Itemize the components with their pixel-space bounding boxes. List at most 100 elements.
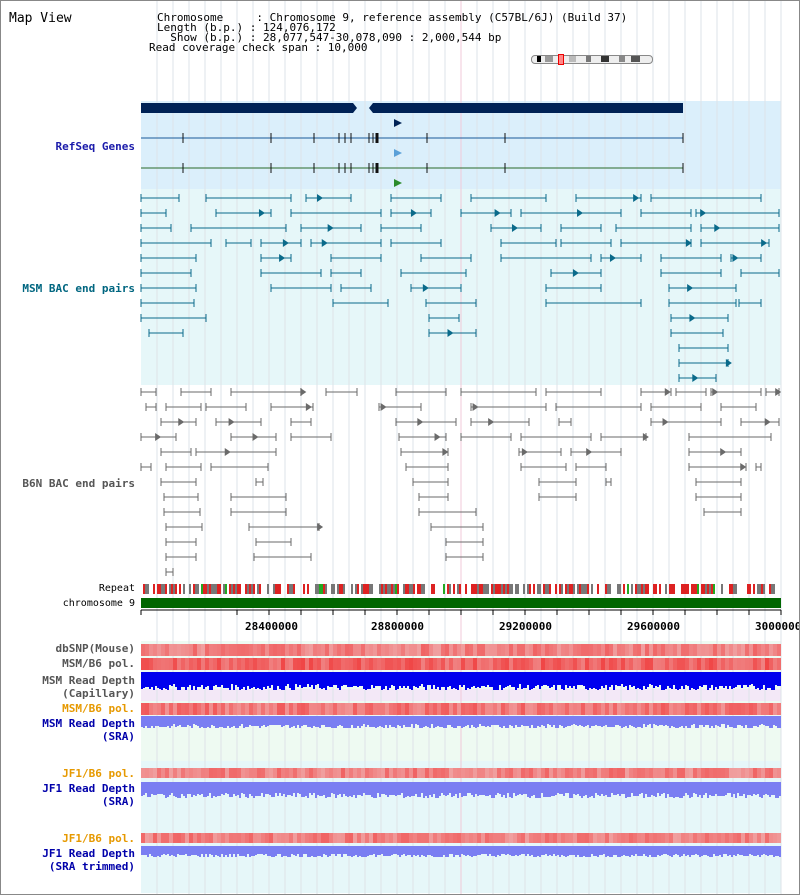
read-depth-bar bbox=[671, 846, 673, 857]
read-depth-bar bbox=[775, 716, 777, 726]
polymorphism-cell bbox=[697, 768, 701, 778]
track-label-jf1-b6-pol[interactable]: JF1/B6 pol. bbox=[62, 767, 135, 780]
read-depth-bar bbox=[743, 716, 745, 728]
read-depth-bar bbox=[617, 716, 619, 725]
ideogram-band bbox=[537, 56, 541, 62]
read-depth-bar bbox=[609, 846, 611, 857]
read-depth-bar bbox=[669, 716, 671, 728]
polymorphism-cell bbox=[597, 768, 601, 778]
read-depth-bar bbox=[715, 672, 717, 687]
track-label-b6n-bac[interactable]: B6N BAC end pairs bbox=[22, 477, 135, 490]
track-label-msm-bac[interactable]: MSM BAC end pairs bbox=[22, 282, 135, 295]
read-depth-bar bbox=[199, 716, 201, 728]
read-depth-bar bbox=[713, 672, 715, 690]
read-depth-bar bbox=[169, 716, 171, 728]
polymorphism-cell bbox=[221, 644, 225, 656]
polymorphism-cell bbox=[773, 658, 777, 670]
track-label-repeat[interactable]: Repeat bbox=[98, 583, 135, 594]
polymorphism-cell bbox=[649, 833, 653, 843]
polymorphism-cell bbox=[757, 703, 761, 715]
read-depth-bar bbox=[491, 716, 493, 725]
read-depth-bar bbox=[363, 846, 365, 857]
read-depth-bar bbox=[489, 782, 491, 795]
read-depth-bar bbox=[275, 716, 277, 725]
polymorphism-cell bbox=[497, 658, 501, 670]
read-depth-bar bbox=[169, 782, 171, 795]
repeat-element bbox=[747, 584, 749, 594]
read-depth-bar bbox=[717, 846, 719, 856]
polymorphism-cell bbox=[201, 833, 205, 843]
read-depth-bar bbox=[527, 846, 529, 854]
polymorphism-cell bbox=[185, 833, 189, 843]
read-depth-bar bbox=[763, 716, 765, 725]
read-depth-bar bbox=[455, 846, 457, 855]
repeat-element bbox=[165, 584, 167, 594]
read-depth-bar bbox=[543, 716, 545, 726]
track-label-jf1-b6-pol-2[interactable]: JF1/B6 pol. bbox=[62, 832, 135, 845]
read-depth-bar bbox=[223, 846, 225, 857]
polymorphism-cell bbox=[317, 833, 321, 843]
read-depth-bar bbox=[555, 716, 557, 728]
track-label-jf1-depth-sra[interactable]: JF1 Read Depth bbox=[42, 782, 135, 795]
polymorphism-cell bbox=[153, 768, 157, 778]
polymorphism-cell bbox=[273, 768, 277, 778]
repeat-element bbox=[749, 584, 751, 594]
polymorphism-cell bbox=[605, 658, 609, 670]
read-depth-bar bbox=[695, 672, 697, 690]
track-label-msm-b6-pol-sra[interactable]: MSM/B6 pol. bbox=[62, 702, 135, 715]
repeat-element bbox=[505, 584, 507, 594]
polymorphism-cell bbox=[509, 833, 513, 843]
chromosome-ideogram[interactable] bbox=[531, 54, 655, 65]
track-label-refseq[interactable]: RefSeq Genes bbox=[55, 140, 135, 153]
read-depth-bar bbox=[667, 672, 669, 686]
read-depth-bar bbox=[779, 782, 781, 796]
polymorphism-cell bbox=[365, 658, 369, 670]
track-label-jf1-depth-trimmed[interactable]: JF1 Read Depth bbox=[42, 847, 135, 860]
read-depth-bar bbox=[245, 716, 247, 727]
read-depth-bar bbox=[165, 846, 167, 855]
repeat-element bbox=[579, 584, 581, 594]
read-depth-bar bbox=[723, 846, 725, 854]
read-depth-bar bbox=[369, 782, 371, 795]
track-label-chromosome[interactable]: chromosome 9 bbox=[62, 598, 135, 609]
polymorphism-cell bbox=[441, 658, 445, 670]
polymorphism-cell bbox=[273, 658, 277, 670]
polymorphism-cell bbox=[713, 768, 717, 778]
read-depth-bar bbox=[605, 782, 607, 795]
polymorphism-cell bbox=[385, 833, 389, 843]
read-depth-bar bbox=[677, 782, 679, 797]
read-depth-bar bbox=[201, 716, 203, 727]
polymorphism-cell bbox=[225, 644, 229, 656]
read-depth-bar bbox=[265, 846, 267, 854]
repeat-element bbox=[331, 584, 333, 594]
polymorphism-cell bbox=[493, 644, 497, 656]
read-depth-bar bbox=[421, 672, 423, 684]
track-label-msm-depth-sra[interactable]: MSM Read Depth bbox=[42, 717, 135, 730]
polymorphism-cell bbox=[681, 703, 685, 715]
polymorphism-cell bbox=[625, 658, 629, 670]
read-depth-bar bbox=[571, 782, 573, 798]
polymorphism-cell bbox=[149, 833, 153, 843]
track-label-dbsnp[interactable]: dbSNP(Mouse) bbox=[55, 642, 135, 655]
repeat-element bbox=[617, 584, 619, 594]
polymorphism-cell bbox=[293, 658, 297, 670]
read-depth-bar bbox=[489, 846, 491, 854]
track-label-msm-b6-pol[interactable]: MSM/B6 pol. bbox=[62, 657, 135, 670]
read-depth-bar bbox=[241, 672, 243, 689]
polymorphism-cell bbox=[357, 644, 361, 656]
read-depth-bar bbox=[737, 672, 739, 685]
read-depth-bar bbox=[153, 846, 155, 857]
read-depth-bar bbox=[509, 716, 511, 725]
polymorphism-cell bbox=[381, 833, 385, 843]
polymorphism-cell bbox=[349, 703, 353, 715]
bac-end-arrow bbox=[687, 284, 694, 292]
read-depth-bar bbox=[263, 716, 265, 725]
read-depth-bar bbox=[523, 846, 525, 854]
track-label-msm-depth-capillary[interactable]: MSM Read Depth bbox=[42, 674, 135, 687]
repeat-element bbox=[307, 584, 309, 594]
read-depth-bar bbox=[469, 672, 471, 689]
read-depth-bar bbox=[693, 846, 695, 855]
read-depth-bar bbox=[633, 672, 635, 686]
read-depth-bar bbox=[531, 782, 533, 796]
